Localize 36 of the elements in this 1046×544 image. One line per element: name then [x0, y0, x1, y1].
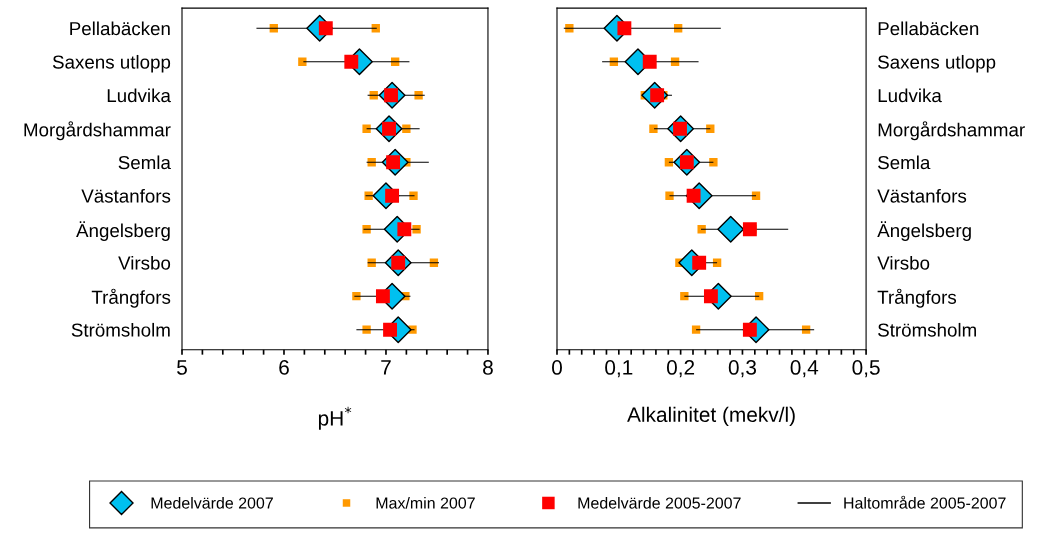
x-tick-label: 7	[381, 360, 391, 375]
legend-label: Haltområde 2005-2007	[844, 495, 1006, 509]
x-tick-label: 5	[177, 360, 187, 375]
x-tick-label: 8	[483, 360, 493, 375]
y-tick-label: Ludvika	[878, 88, 942, 103]
x-tick-label: 0	[552, 360, 562, 375]
x-axis-title: Alkalinitet (mekv/l)	[627, 406, 795, 427]
y-tick-label: Trångfors	[91, 288, 171, 308]
x-tick-label: 0,3	[728, 360, 757, 378]
x-tick-label: 0,5	[852, 360, 880, 378]
y-tick-label: Morgårdshammar	[878, 121, 1025, 141]
y-tick-label: Virsbo	[877, 255, 930, 270]
y-tick-label: Ängelsberg	[76, 221, 170, 241]
x-tick-label: 0,2	[666, 360, 695, 378]
y-tick-label: Strömsholm	[71, 322, 170, 337]
y-tick-label: Pellabäcken	[878, 21, 979, 36]
y-tick-label: Saxens utlopp	[878, 54, 996, 73]
y-tick-label: Västanfors	[81, 188, 171, 203]
x-tick-label: 0,4	[790, 360, 819, 378]
legend-label: Medelvärde 2007	[151, 496, 273, 509]
y-tick-label: Virsbo	[118, 255, 171, 270]
y-tick-label: Västanfors	[877, 188, 967, 203]
y-tick-label: Ängelsberg	[877, 221, 971, 241]
y-tick-label: Ludvika	[107, 88, 171, 103]
x-tick-label: 6	[279, 360, 289, 375]
y-tick-label: Semla	[118, 155, 171, 170]
y-tick-label: Trångfors	[877, 288, 957, 308]
y-tick-label: Strömsholm	[878, 322, 976, 337]
x-axis-title: pH$^{*}$	[318, 406, 352, 430]
y-tick-label: Pellabäcken	[70, 21, 170, 36]
legend-label: Medelvärde 2005-2007	[578, 496, 741, 509]
y-tick-label: Saxens utlopp	[52, 54, 171, 73]
x-tick-label: 0,1	[605, 360, 633, 378]
y-tick-label: Semla	[878, 155, 931, 170]
y-tick-label: Morgårdshammar	[24, 121, 171, 141]
legend-label: Max/min 2007	[376, 496, 475, 509]
